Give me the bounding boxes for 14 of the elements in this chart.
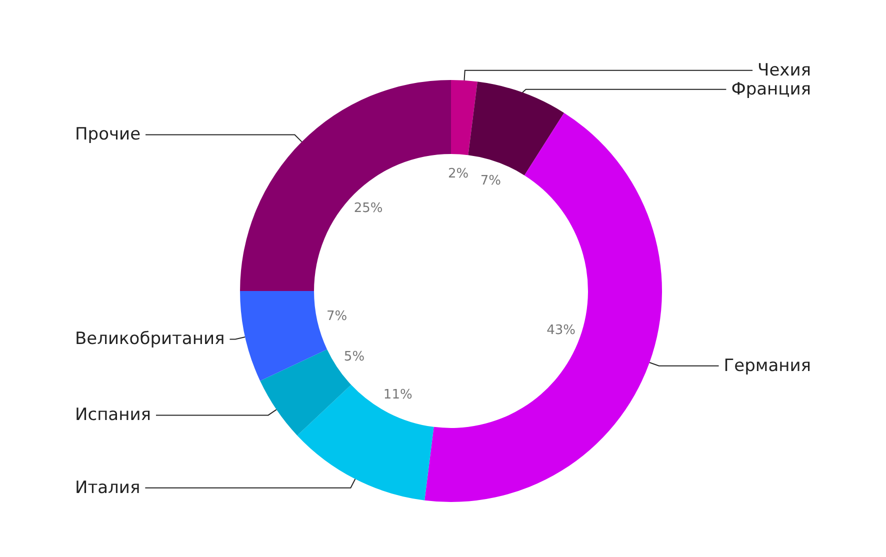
slice-label: Испания (75, 405, 151, 426)
data-label: 7% (326, 309, 348, 324)
slice-label: Франция (731, 79, 811, 100)
slice-label: Великобритания (75, 329, 225, 350)
data-label: 7% (480, 173, 501, 188)
slice-label: Италия (75, 478, 140, 498)
slice-label: Чехия (758, 60, 811, 80)
data-label: 2% (448, 166, 469, 182)
data-label: 43% (546, 323, 576, 338)
slice-label: Прочие (75, 124, 141, 145)
data-label: 11% (383, 388, 412, 403)
slice-label: Германия (724, 356, 811, 376)
data-label: 5% (344, 349, 365, 364)
data-label: 25% (354, 200, 383, 216)
